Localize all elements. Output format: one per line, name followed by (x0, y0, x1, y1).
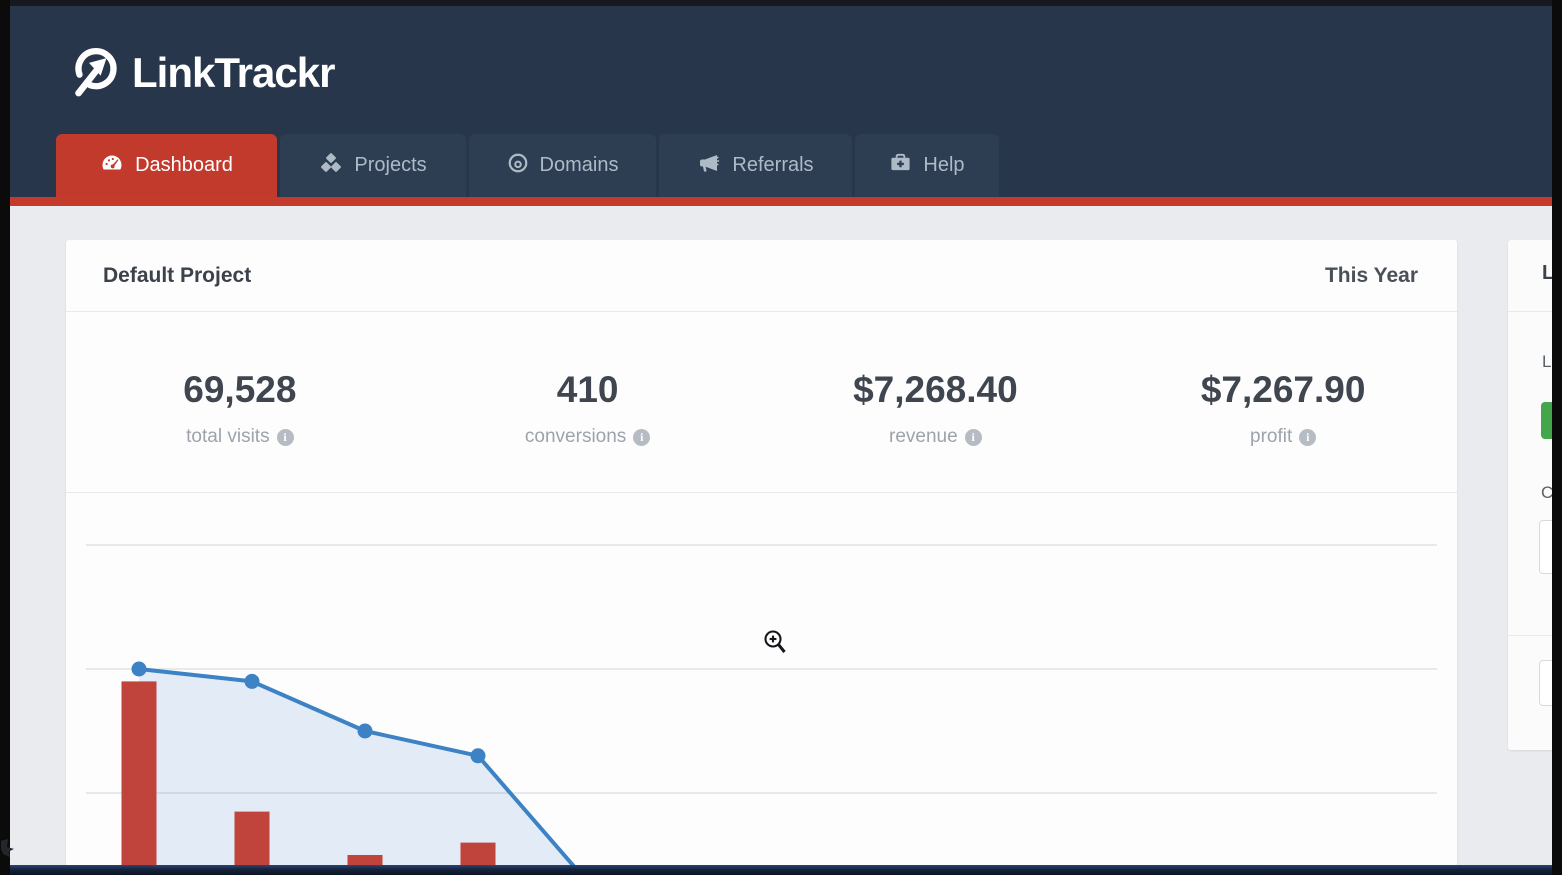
tab-dashboard[interactable]: Dashboard (56, 134, 277, 197)
frame-bottom (10, 865, 1552, 875)
frame-top (0, 0, 1562, 6)
stat-value: 69,528 (183, 368, 297, 410)
stat-value: $7,268.40 (853, 368, 1018, 410)
project-title: Default Project (103, 263, 252, 287)
project-summary-card: Default Project This Year 69,528 total v… (66, 240, 1457, 875)
gauge-icon (100, 151, 124, 181)
divider (1508, 635, 1562, 636)
tab-label: Dashboard (135, 154, 233, 176)
megaphone-icon (697, 151, 721, 181)
project-card-header: Default Project This Year (66, 240, 1457, 312)
target-circle-icon (507, 152, 529, 180)
frame-left (0, 0, 10, 875)
top-navbar: LinkTrackr Dashboard (0, 6, 1562, 197)
tab-label: Projects (354, 154, 427, 176)
info-icon[interactable]: i (633, 428, 651, 446)
stat-value: 410 (556, 368, 619, 410)
zoom-in-cursor (763, 629, 789, 662)
info-icon[interactable]: i (1299, 428, 1317, 446)
tab-domains[interactable]: Domains (469, 134, 656, 197)
stat-label: revenue (889, 426, 958, 448)
stat-label: total visits (186, 426, 270, 448)
red-accent-bar (0, 197, 1562, 206)
medkit-icon (889, 151, 912, 180)
linktrackr-logo[interactable]: LinkTrackr (68, 38, 335, 108)
tab-projects[interactable]: Projects (280, 134, 466, 197)
stat-profit: $7,267.90 profit i (1109, 312, 1457, 492)
chart-canvas (86, 544, 1437, 875)
stat-value: $7,267.90 (1200, 368, 1366, 410)
logo-text: LinkTrackr (132, 49, 335, 96)
info-icon[interactable]: i (276, 428, 294, 446)
main-nav: Dashboard Projects (56, 134, 1002, 197)
tab-referrals[interactable]: Referrals (659, 134, 852, 197)
stat-total-visits: 69,528 total visits i (66, 312, 414, 492)
stat-conversions: 410 conversions i (414, 312, 762, 492)
stat-label: conversions (524, 426, 627, 448)
visits-chart (66, 493, 1457, 875)
info-icon[interactable]: i (964, 428, 982, 446)
tab-help[interactable]: Help (855, 134, 999, 197)
cubes-icon (319, 151, 343, 181)
tab-label: Referrals (732, 154, 814, 176)
stat-label: profit (1250, 426, 1293, 448)
side-panel-label: Li (1542, 352, 1556, 371)
tab-label: Help (923, 154, 965, 176)
period-selector[interactable]: This Year (1324, 263, 1418, 287)
tab-label: Domains (539, 154, 619, 176)
stat-revenue: $7,268.40 revenue i (762, 312, 1110, 492)
link-arrow-logo-icon (68, 40, 124, 107)
stats-row: 69,528 total visits i 410 conversions i … (66, 312, 1457, 493)
frame-right (1552, 0, 1562, 875)
side-panel-label: C (1541, 483, 1554, 502)
